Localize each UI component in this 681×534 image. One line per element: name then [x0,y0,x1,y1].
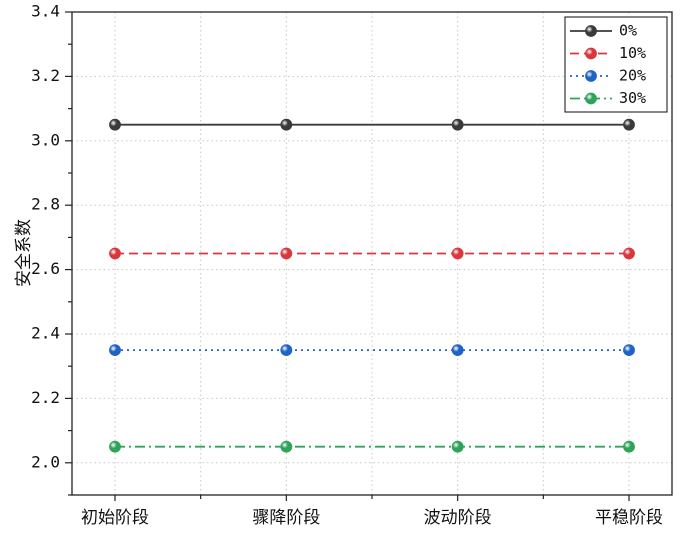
data-point [623,118,635,131]
axes: 2.0 2.2 2.4 2.6 2.8 3.0 3.2 3.4 初始阶段 骤降阶段 波动阶段 平稳阶段 [31,2,663,529]
y-tick-label: 3.0 [31,130,60,149]
legend: 0% 10% 20% 30% [564,16,668,113]
data-point [109,440,121,453]
x-tick-label: 骤降阶段 [252,508,320,528]
legend-label: 10% [619,44,646,62]
legend-item: 20% [570,67,646,85]
x-tick-label: 波动阶段 [424,508,492,528]
legend-item: 30% [570,89,646,107]
data-point [451,247,464,260]
y-tick-label: 2.4 [31,324,60,343]
x-tick-label: 平稳阶段 [595,508,663,528]
data-point [451,118,464,131]
data-point [623,440,635,453]
y-tick-label: 3.4 [31,2,60,21]
data-point [623,344,635,357]
x-tick-label: 初始阶段 [81,508,149,528]
legend-item: 0% [570,22,637,40]
y-tick-label: 2.6 [31,259,60,278]
series-0 [109,118,635,131]
data-point [623,247,635,260]
y-tick-label: 2.2 [31,388,60,407]
data-point [109,118,121,131]
legend-marker [585,70,597,82]
data-point [109,344,121,357]
legend-label: 30% [619,89,646,107]
series-2 [109,344,635,357]
legend-label: 20% [619,67,646,85]
y-axis-title: 安全系数 [14,219,34,287]
y-tick-label: 2.8 [31,195,60,214]
data-point [109,247,121,260]
data-point [280,344,293,357]
data-point [451,440,464,453]
data-point [451,344,464,357]
legend-item: 10% [570,44,646,62]
y-tick-label: 3.2 [31,66,60,85]
legend-marker [585,92,597,105]
legend-marker [585,47,597,60]
data-point [280,440,293,453]
legend-marker [585,25,597,37]
data-point [280,118,293,131]
series-1 [109,247,635,260]
series-3 [109,440,635,453]
legend-label: 0% [619,22,637,40]
legend-box [564,16,668,113]
y-tick-label: 2.0 [31,452,60,471]
series [109,118,635,453]
data-point [280,247,293,260]
